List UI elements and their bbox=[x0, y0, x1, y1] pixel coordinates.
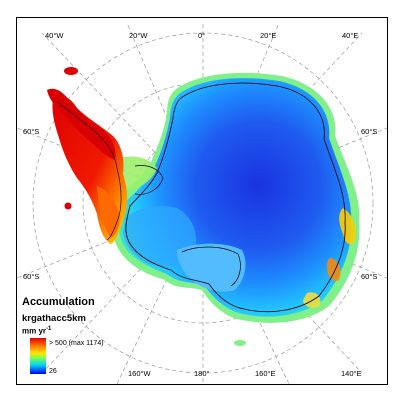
peninsula-tip-red bbox=[47, 88, 116, 160]
lat-label-left-upper: 60°S bbox=[23, 127, 40, 136]
peninsula-base-orange bbox=[97, 186, 120, 238]
lon-label-40e: 40°E bbox=[342, 31, 359, 40]
legend-unit: mm yr-1 bbox=[22, 326, 51, 336]
lat-label-right-lower: 60°S bbox=[361, 272, 378, 281]
east-coast-high bbox=[339, 208, 356, 245]
peter-island bbox=[64, 202, 72, 210]
legend-min-label: 26 bbox=[49, 368, 57, 375]
legend-max-label: > 500 (max 1174) bbox=[49, 340, 104, 347]
ross-grounding-line bbox=[181, 246, 241, 287]
balleny-islands bbox=[234, 340, 246, 346]
lon-label-40w: 40°W bbox=[45, 31, 64, 40]
legend-variable: krgathacc5km bbox=[22, 313, 86, 324]
lon-label-0: 0° bbox=[198, 31, 206, 40]
south-orkney-island bbox=[64, 67, 78, 75]
weddell-region bbox=[116, 156, 157, 190]
east-coast-high-3 bbox=[303, 292, 321, 308]
map-frame: 40°W 20°W 0° 20°E 40°E 160°W 180° 160°E … bbox=[16, 17, 388, 385]
lon-label-180: 180° bbox=[194, 369, 210, 378]
ross-ice-shelf bbox=[177, 243, 246, 292]
peninsula-coastline bbox=[56, 101, 122, 241]
lon-label-140e: 140°E bbox=[341, 369, 362, 378]
legend-colorbar bbox=[30, 338, 46, 374]
east-coast-high-2 bbox=[327, 258, 341, 282]
lon-label-20e: 20°E bbox=[260, 31, 277, 40]
lon-label-20w: 20°W bbox=[129, 31, 148, 40]
lon-label-160w: 160°W bbox=[128, 369, 151, 378]
lat-label-left-lower: 60°S bbox=[23, 272, 40, 281]
lon-label-160e: 160°E bbox=[255, 369, 276, 378]
antarctica-map bbox=[17, 22, 387, 384]
legend-unit-base: mm yr bbox=[22, 326, 47, 336]
legend-unit-exponent: -1 bbox=[46, 326, 52, 332]
lat-label-right-upper: 60°S bbox=[361, 127, 378, 136]
ronne-grounding-line bbox=[134, 165, 164, 195]
coastline bbox=[125, 82, 346, 313]
legend-title: Accumulation bbox=[22, 296, 95, 308]
